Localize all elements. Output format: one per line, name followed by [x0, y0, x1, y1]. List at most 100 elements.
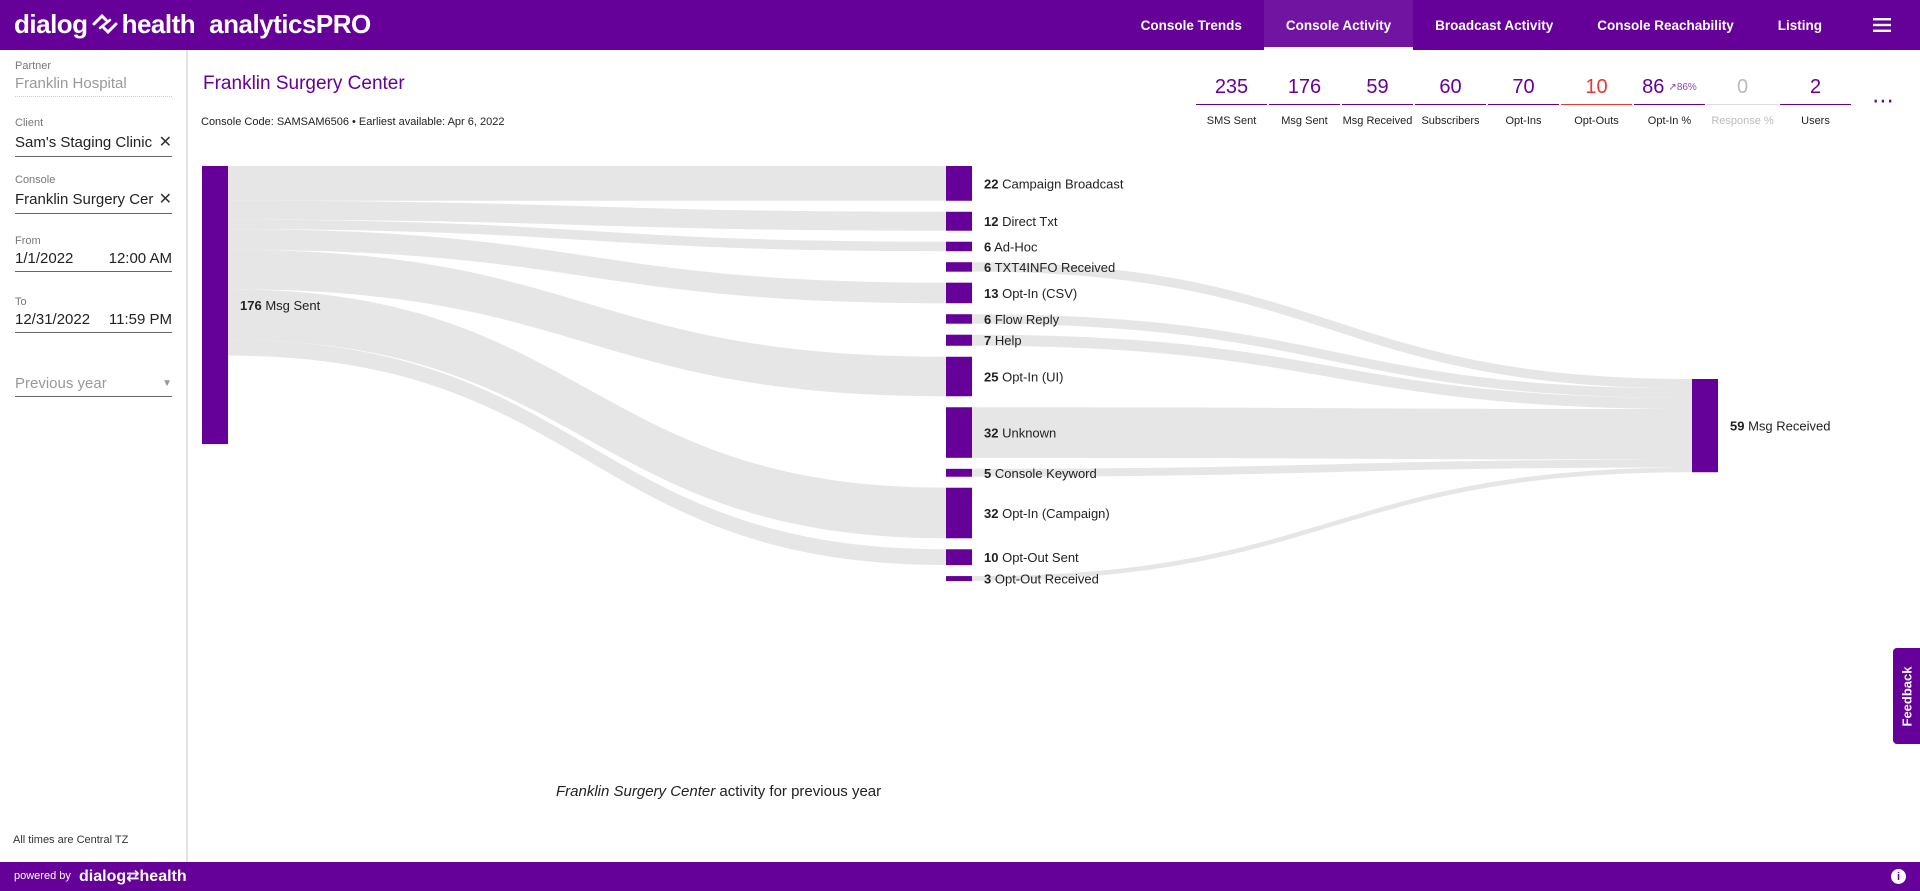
console-field[interactable]: Console Franklin Surgery Cer ✕ — [15, 174, 172, 214]
console-select[interactable]: Franklin Surgery Cer ✕ — [15, 189, 172, 214]
sankey-link — [972, 334, 1692, 410]
sankey-node[interactable] — [946, 576, 972, 582]
from-label: From — [15, 235, 41, 247]
hamburger-menu-icon[interactable] — [1844, 0, 1920, 50]
sankey-node[interactable] — [946, 487, 972, 539]
sankey-nodes: 176 Msg Sent 22 Campaign Broadcast 12 Dire… — [202, 166, 1830, 587]
feedback-tab[interactable]: Feedback — [1893, 648, 1920, 744]
to-input[interactable]: 12/31/2022 11:59 PM — [15, 311, 172, 333]
nav-console-reachability[interactable]: Console Reachability — [1597, 17, 1734, 33]
metric-response-pct[interactable]: 0 Response % — [1706, 70, 1779, 127]
sankey-link — [228, 229, 946, 304]
sankey-node-label: 7 Help — [984, 333, 1022, 348]
clear-console-icon[interactable]: ✕ — [158, 191, 172, 208]
metric-opt-in-pct[interactable]: 86 ↗86% Opt-In % — [1633, 70, 1706, 127]
sankey-node-label: 6 Flow Reply — [984, 312, 1060, 327]
footer-brand: dialog⇄health — [79, 868, 187, 885]
period-select[interactable]: Previous year ▼ — [15, 372, 172, 397]
sankey-node[interactable] — [946, 407, 972, 458]
brand-name-left: dialog — [14, 8, 88, 39]
sankey-node[interactable] — [946, 468, 972, 477]
opt-in-trend: ↗86% — [1668, 81, 1697, 93]
sankey-node-label: 6 Ad-Hoc — [984, 239, 1038, 254]
client-select[interactable]: Sam's Staging Clinic ✕ — [15, 132, 172, 157]
nav-console-activity[interactable]: Console Activity — [1263, 0, 1414, 50]
client-label: Client — [15, 117, 44, 129]
sankey-node-label: 32 Opt-In (Campaign) — [984, 506, 1110, 521]
sankey-link — [228, 200, 946, 231]
console-label: Console — [15, 174, 56, 186]
sankey-link — [228, 249, 946, 397]
sankey-link — [972, 314, 1692, 398]
metric-msg-sent[interactable]: 176 Msg Sent — [1268, 70, 1341, 127]
page-title: Franklin Surgery Center — [203, 73, 405, 94]
partner-value: Franklin Hospital — [15, 75, 172, 97]
nav-broadcast-activity[interactable]: Broadcast Activity — [1435, 17, 1554, 33]
powered-by-text: powered by — [14, 870, 71, 882]
console-code: Console Code: SAMSAM6506 • Earliest avai… — [201, 116, 505, 128]
sankey-link — [972, 407, 1692, 460]
sankey-link — [972, 467, 1692, 581]
sankey-link — [228, 166, 946, 201]
from-input[interactable]: 1/1/2022 12:00 AM — [15, 250, 172, 272]
partner-label: Partner — [15, 60, 52, 72]
sankey-link — [228, 339, 946, 566]
sankey-node[interactable] — [946, 356, 972, 397]
sankey-node[interactable] — [946, 314, 972, 324]
info-icon[interactable]: i — [1891, 869, 1906, 884]
metric-users[interactable]: 2 Users — [1779, 70, 1852, 127]
sankey-node-label: 32 Unknown — [984, 426, 1056, 441]
dropdown-arrow-icon: ▼ — [162, 378, 172, 389]
period-value[interactable]: Previous year ▼ — [15, 375, 172, 397]
sankey-node[interactable] — [946, 166, 972, 201]
timezone-note: All times are Central TZ — [13, 834, 129, 846]
metrics-bar: 235 SMS Sent 176 Msg Sent 59 Msg Received 6… — [1195, 70, 1852, 127]
sankey-link — [972, 262, 1692, 389]
sankey-node[interactable] — [946, 334, 972, 346]
sankey-node-label: 25 Opt-In (UI) — [984, 370, 1063, 385]
filter-sidebar: Partner Franklin Hospital Client Sam's S… — [0, 50, 188, 862]
sankey-target-label: 59 Msg Received — [1730, 419, 1830, 434]
sankey-link — [228, 289, 946, 539]
sankey-link — [972, 459, 1692, 477]
sankey-node[interactable] — [946, 241, 972, 252]
top-bar: dialog health analyticsPRO Console Trend… — [0, 0, 1920, 50]
sankey-node[interactable] — [946, 262, 972, 272]
partner-field: Partner Franklin Hospital — [15, 60, 172, 97]
sankey-node[interactable] — [946, 211, 972, 231]
brand-logo[interactable]: dialog health analyticsPRO — [14, 6, 371, 42]
metric-sms-sent[interactable]: 235 SMS Sent — [1195, 70, 1268, 127]
brand-name-right: health — [121, 8, 196, 39]
nav-listing[interactable]: Listing — [1777, 17, 1822, 33]
sankey-node-label: 12 Direct Txt — [984, 214, 1058, 229]
activity-sankey-chart: 176 Msg Sent 22 Campaign Broadcast 12 Dire… — [202, 166, 1830, 587]
sankey-node[interactable] — [946, 549, 972, 566]
sankey-node[interactable] — [946, 282, 972, 304]
metric-subscribers[interactable]: 60 Subscribers — [1414, 70, 1487, 127]
from-field[interactable]: From 1/1/2022 12:00 AM — [15, 235, 172, 272]
chart-caption: Franklin Surgery Center activity for pre… — [556, 783, 882, 800]
sankey-target-node[interactable] — [1692, 379, 1718, 473]
footer: powered by dialog⇄health i — [0, 862, 1920, 891]
sankey-node-label: 13 Opt-In (CSV) — [984, 286, 1077, 301]
sankey-link — [228, 219, 946, 252]
sankey-links — [228, 166, 1692, 581]
sankey-node-label: 3 Opt-Out Received — [984, 572, 1099, 587]
clear-client-icon[interactable]: ✕ — [158, 134, 172, 151]
more-options-icon[interactable]: ⋯ — [1872, 88, 1895, 113]
sankey-node-label: 5 Console Keyword — [984, 466, 1097, 481]
sankey-node-label: 10 Opt-Out Sent — [984, 550, 1079, 565]
metric-opt-outs[interactable]: 10 Opt-Outs — [1560, 70, 1633, 127]
to-field[interactable]: To 12/31/2022 11:59 PM — [15, 296, 172, 333]
to-label: To — [15, 296, 27, 308]
metric-msg-received[interactable]: 59 Msg Received — [1341, 70, 1414, 127]
main-nav: Console Trends Console Activity Broadcas… — [1119, 0, 1920, 50]
sankey-source-node[interactable] — [202, 166, 228, 445]
client-field[interactable]: Client Sam's Staging Clinic ✕ — [15, 117, 172, 157]
nav-console-trends[interactable]: Console Trends — [1140, 17, 1242, 33]
sankey-source-label: 176 Msg Sent — [240, 298, 321, 313]
sankey-node-label: 22 Campaign Broadcast — [984, 176, 1124, 191]
sankey-node-label: 6 TXT4INFO Received — [984, 260, 1115, 275]
metric-opt-ins[interactable]: 70 Opt-Ins — [1487, 70, 1560, 127]
logo-mark-icon — [92, 13, 118, 35]
